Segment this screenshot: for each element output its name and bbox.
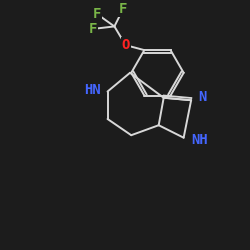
Text: NH: NH (191, 133, 208, 147)
Text: F: F (119, 2, 127, 16)
Text: HN: HN (84, 83, 101, 97)
Text: N: N (198, 90, 207, 104)
Text: F: F (93, 7, 101, 21)
Text: F: F (89, 22, 97, 36)
Text: O: O (122, 38, 130, 52)
